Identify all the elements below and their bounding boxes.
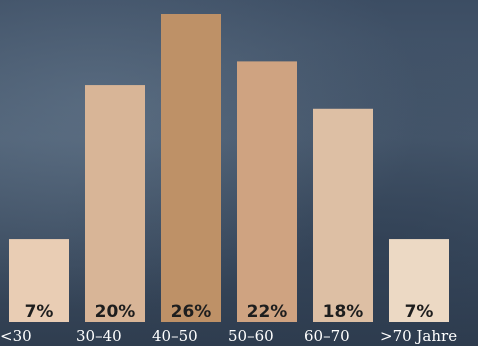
category-label: 50–60: [228, 327, 274, 345]
category-label: >70 Jahre: [380, 327, 457, 345]
bar-5: [389, 239, 449, 322]
bars-group: [9, 14, 449, 323]
bar-3: [237, 61, 297, 323]
bar-1: [85, 85, 145, 322]
category-label: 40–50: [152, 327, 198, 345]
bar-value-label: 18%: [323, 302, 364, 322]
bar-value-label: 22%: [247, 302, 288, 322]
bar-0: [9, 239, 69, 322]
category-label: 30–40: [76, 327, 122, 345]
bar-value-label: 26%: [171, 302, 212, 322]
category-label: 60–70: [304, 327, 350, 345]
category-labels-group: <30 30–40 40–50 50–60 60–70 >70 Jahre: [0, 327, 457, 345]
bar-4: [313, 108, 373, 323]
value-labels-group: 7% 20% 26% 22% 18% 7%: [25, 302, 434, 322]
bar-value-label: 7%: [405, 302, 434, 322]
bar-value-label: 7%: [25, 302, 54, 322]
bar-value-label: 20%: [95, 302, 136, 322]
bar-2: [161, 14, 221, 322]
category-label: <30: [0, 327, 32, 345]
